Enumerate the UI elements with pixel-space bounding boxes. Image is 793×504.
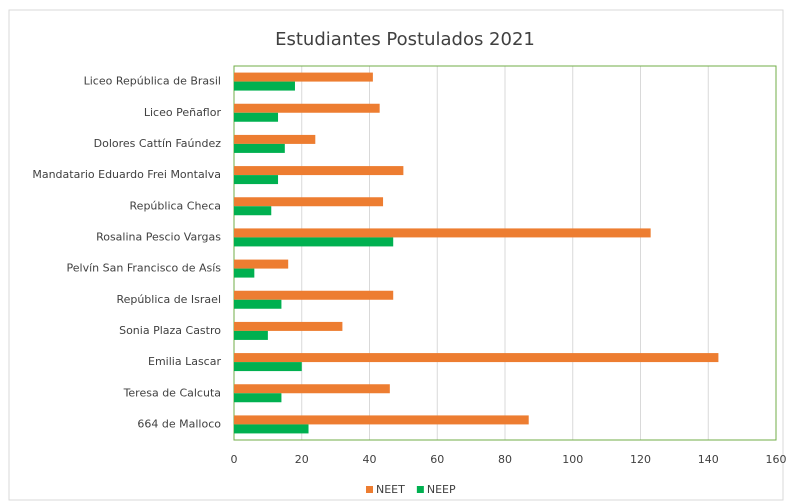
chart-title: Estudiantes Postulados 2021 [275,29,535,50]
bar [234,299,282,309]
y-tick-label: Dolores Cattín Faúndez [94,137,222,150]
bar [234,112,279,122]
y-tick-label: Emilia Lascar [148,355,221,368]
legend-label: NEET [376,483,405,496]
bar [234,290,394,300]
bar [234,330,268,340]
y-tick-label: Sonia Plaza Castro [119,324,221,337]
bar [234,393,282,403]
x-tick-label: 20 [295,453,309,466]
bar [234,72,373,82]
y-tick-label: Teresa de Calcuta [123,386,221,399]
y-tick-label: Liceo Peñaflor [144,106,222,119]
bar [234,81,295,91]
bar [234,321,343,331]
y-tick-label: Liceo República de Brasil [84,75,221,88]
x-tick-label: 40 [363,453,377,466]
x-tick-label: 120 [630,453,651,466]
x-tick-label: 0 [231,453,238,466]
bar [234,134,316,144]
x-tick-label: 160 [766,453,787,466]
legend-swatch [416,486,424,493]
bar [234,353,719,363]
y-tick-label: República Checa [130,199,221,212]
x-tick-label: 60 [430,453,444,466]
bar [234,166,404,176]
bar [234,424,309,434]
bar [234,415,529,425]
bar [234,228,651,238]
x-tick-label: 140 [698,453,719,466]
bar [234,206,272,216]
y-tick-label: Pelvín San Francisco de Asís [67,262,222,275]
bar [234,175,279,185]
y-tick-label: República de Israel [116,293,221,306]
bar [234,362,302,372]
bar [234,259,289,269]
bar [234,197,384,207]
x-tick-label: 100 [562,453,583,466]
bar [234,268,255,278]
plot-border [233,65,777,441]
y-tick-label: Mandatario Eduardo Frei Montalva [32,168,221,181]
bar [234,143,285,153]
legend-swatch [366,486,373,493]
bar [234,384,390,394]
bar [234,237,394,247]
legend-label: NEEP [427,483,456,496]
y-tick-label: 664 de Malloco [137,417,221,430]
x-tick-label: 80 [498,453,512,466]
y-tick-label: Rosalina Pescio Vargas [96,230,221,243]
bar [234,103,380,113]
